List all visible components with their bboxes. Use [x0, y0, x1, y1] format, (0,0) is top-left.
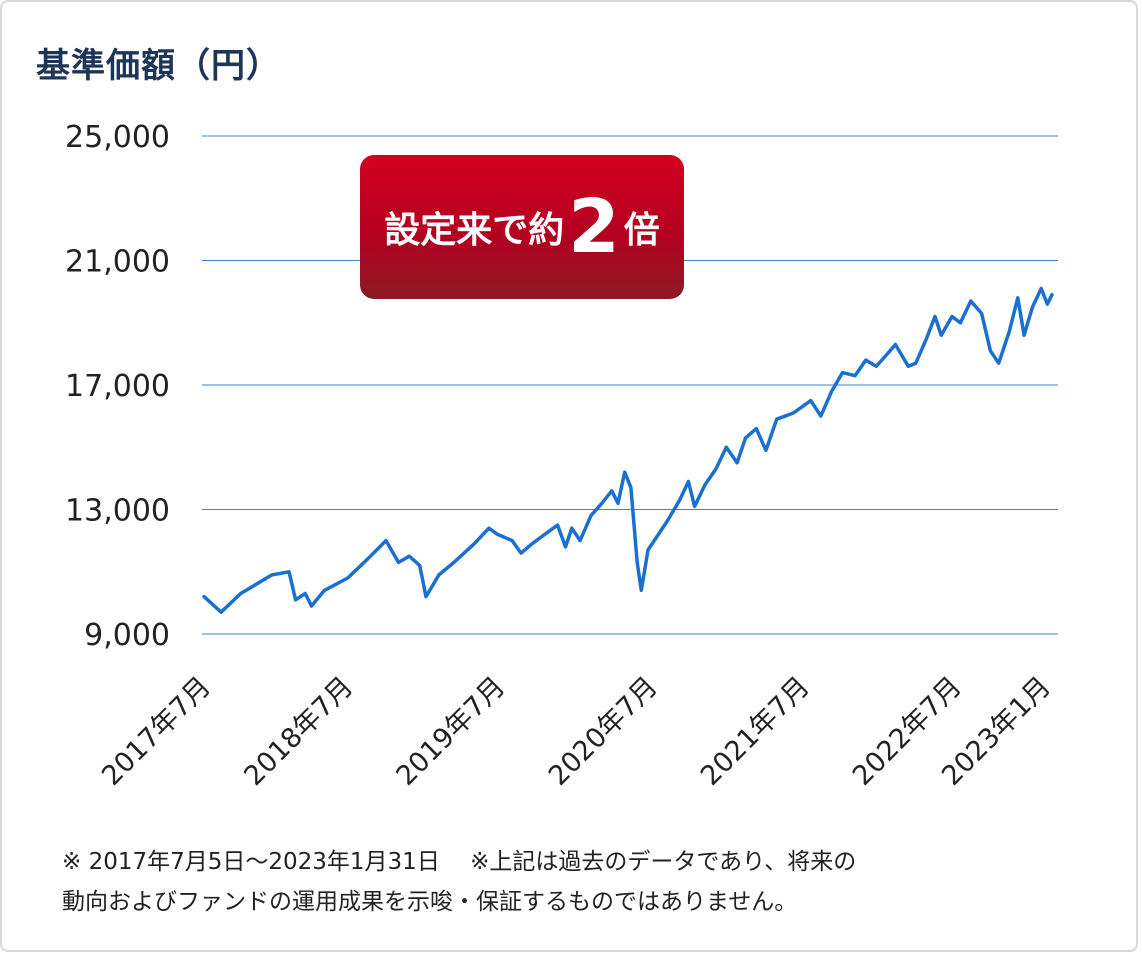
badge-number: 2: [568, 184, 620, 270]
x-tick-label: 2020年7月: [543, 671, 664, 792]
growth-badge: 設定来で約 2 倍: [360, 155, 684, 299]
badge-suffix: 倍: [623, 210, 660, 251]
badge-prefix: 設定来で約: [384, 210, 565, 251]
footnote-line-2: 動向およびファンドの運用成果を示唆・保証するものではありません。: [62, 889, 798, 915]
y-tick-label: 21,000: [65, 245, 170, 280]
footnote-line-1: ※ 2017年7月5日～2023年1月31日 ※上記は過去のデータであり、将来の: [62, 849, 857, 875]
y-axis-labels: 25,000 21,000 17,000 13,000 9,000: [65, 120, 170, 653]
x-tick-label: 2018年7月: [238, 671, 359, 792]
chart-title: 基準価額（円）: [36, 46, 281, 86]
x-axis-labels: 2017年7月 2018年7月 2019年7月 2020年7月 2021年7月 2022年…: [96, 671, 1057, 792]
x-tick-label: 2021年7月: [695, 671, 816, 792]
series-line-layer: [202, 286, 1054, 614]
x-tick-label: 2017年7月: [96, 671, 217, 792]
y-tick-label: 25,000: [65, 120, 170, 155]
y-tick-label: 17,000: [65, 369, 170, 404]
nav-series-line: [202, 286, 1054, 614]
y-tick-label: 9,000: [84, 618, 170, 653]
x-tick-label: 2019年7月: [390, 671, 511, 792]
y-tick-label: 13,000: [65, 494, 170, 529]
